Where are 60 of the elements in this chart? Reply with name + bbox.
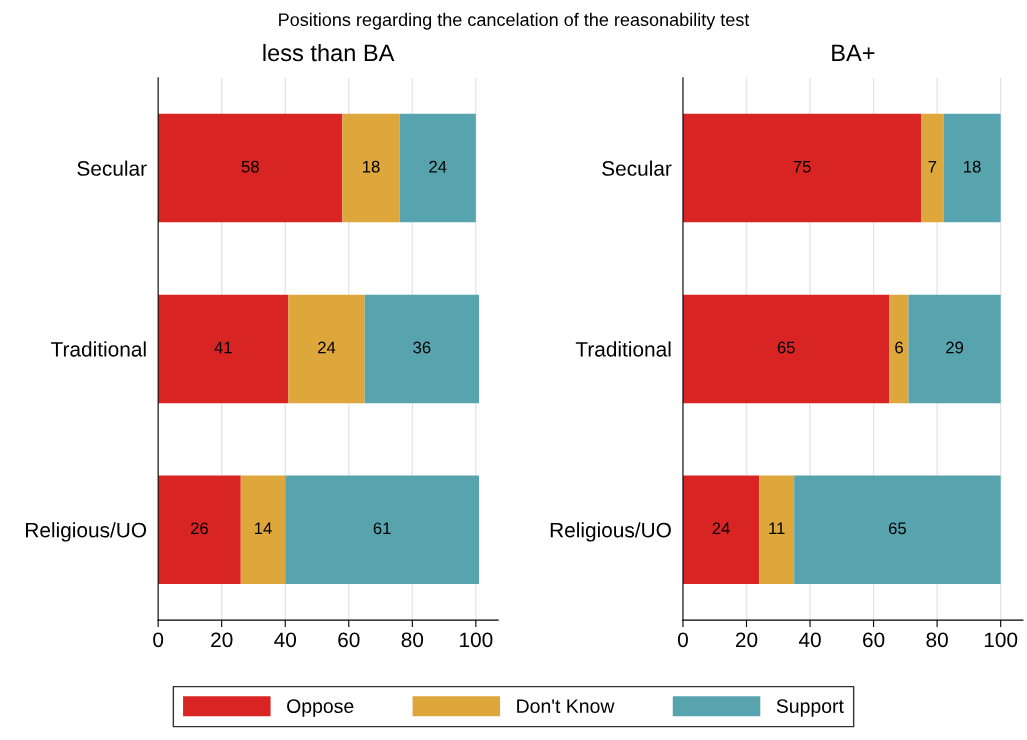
data-label: 36 (413, 341, 431, 354)
x-tick-label: 100 (984, 632, 1018, 648)
bar (158, 113, 343, 223)
x-tick-label: 20 (211, 632, 233, 648)
x-tick-label: 60 (338, 632, 360, 648)
x-tick-label: 100 (460, 632, 493, 648)
bar (399, 113, 476, 223)
bar (158, 475, 241, 584)
data-label: 61 (373, 522, 391, 535)
bar (288, 294, 365, 404)
data-label: 24 (318, 341, 336, 354)
x-tick-label: 0 (677, 632, 688, 648)
bar (682, 475, 760, 584)
data-label: 24 (712, 522, 730, 535)
bar (921, 113, 944, 223)
x-tick-label: 80 (926, 632, 948, 648)
y-tick-label: Religious/UO (26, 522, 147, 542)
y-tick-label: Traditional (51, 341, 146, 357)
x-tick-label: 40 (798, 632, 821, 648)
x-tick-label: 20 (735, 632, 758, 648)
bar (943, 113, 1001, 223)
data-label: 18 (363, 160, 380, 173)
x-tick-label: 80 (401, 632, 424, 648)
data-label: 75 (793, 160, 811, 173)
bar (158, 294, 289, 404)
data-label: 26 (191, 522, 208, 535)
x-tick-label: 40 (274, 632, 297, 648)
bar (908, 294, 1001, 404)
bar (889, 294, 909, 404)
bar (682, 113, 922, 223)
data-label: 65 (777, 341, 795, 354)
y-tick-label: Secular (77, 160, 147, 176)
bar (285, 475, 480, 584)
y-tick-label: Traditional (575, 341, 671, 357)
data-label: 14 (255, 522, 272, 535)
data-label: 24 (429, 160, 447, 173)
legend-label: Support (776, 699, 844, 717)
chart-title: BA+ (832, 44, 875, 62)
x-tick-label: 60 (863, 632, 885, 648)
y-tick-label: Secular (602, 160, 672, 176)
data-label: 29 (946, 341, 964, 354)
data-label: 58 (241, 160, 259, 173)
data-label: 65 (888, 522, 906, 535)
text: Positions regarding the cancelation of the reasonability test (279, 12, 750, 30)
bar (759, 475, 795, 584)
data-label: 41 (214, 341, 232, 354)
bar (240, 475, 286, 584)
y-tick-label: Religious/UO (550, 522, 671, 542)
data-label: 11 (769, 522, 785, 535)
legend-label: Oppose (287, 699, 354, 717)
bar (342, 113, 400, 223)
x-tick-label: 0 (153, 632, 164, 648)
bar (364, 294, 480, 404)
legend-label: Don't Know (517, 699, 615, 714)
data-label: 18 (964, 160, 981, 173)
chart-title: less than BA (263, 43, 395, 62)
data-label: 6 (895, 341, 903, 354)
bar (794, 475, 1001, 584)
data-label: 7 (928, 160, 937, 173)
bar (682, 294, 890, 404)
